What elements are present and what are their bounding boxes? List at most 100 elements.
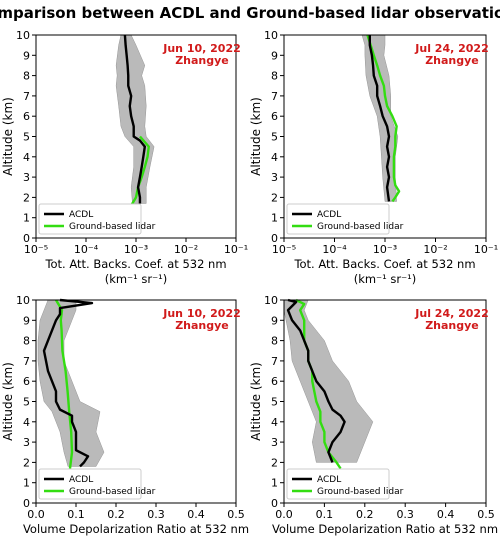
y-tick-label: 3 <box>271 171 278 184</box>
y-tick-label: 3 <box>23 171 30 184</box>
x-tick-label: 10⁻⁴ <box>322 243 347 256</box>
y-tick-label: 8 <box>23 70 30 83</box>
figure-title: Comparison between ACDL and Ground-based… <box>0 4 500 22</box>
x-tick-label: 0.5 <box>477 508 495 521</box>
legend: ACDL Ground-based lidar <box>38 203 156 235</box>
x-axis-label: Volume Depolarization Ratio at 532 nm <box>272 522 498 536</box>
y-tick-label: 0 <box>23 497 30 510</box>
chart-panel-bottom-left: 0 1 2 3 4 5 6 7 8 9 10 0.0 0.1 0.2 0.3 0.4 0.5 Altitude (… <box>1 294 249 536</box>
y-tick-label: 5 <box>23 131 30 144</box>
series-line-acdl <box>368 35 391 202</box>
uncertainty-band <box>283 299 374 463</box>
legend-box <box>38 468 142 500</box>
x-tick-label: 10⁻⁴ <box>74 243 99 256</box>
panel-annotation-site: Zhangye <box>425 319 479 332</box>
legend: ACDL Ground-based lidar <box>38 468 156 500</box>
panel-annotation-site: Zhangye <box>175 54 229 67</box>
y-tick-label: 4 <box>23 416 30 429</box>
legend-label-acdl: ACDL <box>317 210 341 220</box>
y-tick-label: 7 <box>271 355 278 368</box>
x-tick-label: 10⁻¹ <box>224 243 248 256</box>
y-tick-label: 9 <box>271 49 278 62</box>
y-axis-label: Altitude (km) <box>249 362 263 441</box>
x-axis-units: (km⁻¹ sr⁻¹) <box>105 272 168 286</box>
y-tick-label: 7 <box>23 355 30 368</box>
y-axis-label: Altitude (km) <box>249 97 263 176</box>
y-tick-label: 2 <box>271 191 278 204</box>
x-tick-label: 0.4 <box>437 508 455 521</box>
chart-panel-top-left: 0 1 2 3 4 5 6 7 8 9 10 10⁻⁵ 10⁻⁴ 10⁻³ 10⁻² 10⁻¹ Altitude… <box>1 29 248 286</box>
y-tick-label: 6 <box>23 110 30 123</box>
y-tick-label: 9 <box>23 314 30 327</box>
panel-annotation-date: Jun 10, 2022 <box>162 42 241 55</box>
series-line-ground-based-lidar <box>54 299 74 469</box>
y-axis-label: Altitude (km) <box>1 362 15 441</box>
series-line-ground-based-lidar <box>295 298 342 470</box>
x-tick-label: 0.0 <box>27 508 45 521</box>
panel-annotation-site: Zhangye <box>425 54 479 67</box>
y-tick-label: 6 <box>23 375 30 388</box>
y-tick-label: 2 <box>23 456 30 469</box>
series-line-ground-based-lidar <box>130 135 150 207</box>
panel-annotation-date: Jul 24, 2022 <box>414 42 488 55</box>
x-tick-label: 0.3 <box>396 508 414 521</box>
y-tick-label: 1 <box>23 477 30 490</box>
y-tick-label: 4 <box>271 416 278 429</box>
y-tick-label: 0 <box>271 232 278 245</box>
y-tick-label: 2 <box>271 456 278 469</box>
x-tick-label: 0.0 <box>275 508 293 521</box>
y-tick-label: 8 <box>271 70 278 83</box>
x-tick-label: 0.5 <box>227 508 245 521</box>
y-tick-label: 3 <box>23 436 30 449</box>
legend: ACDL Ground-based lidar <box>286 203 404 235</box>
series-line-acdl <box>123 34 147 204</box>
x-tick-label: 0.1 <box>67 508 85 521</box>
x-tick-label: 0.2 <box>107 508 125 521</box>
y-tick-label: 5 <box>23 396 30 409</box>
y-tick-label: 0 <box>271 497 278 510</box>
chart-panel-bottom-right: 0 1 2 3 4 5 6 7 8 9 10 0.0 0.1 0.2 0.3 0.4 0.5 Altitude (… <box>249 294 498 536</box>
y-tick-label: 10 <box>264 29 278 42</box>
y-tick-label: 4 <box>23 151 30 164</box>
y-tick-label: 6 <box>271 110 278 123</box>
y-tick-label: 1 <box>23 212 30 225</box>
x-axis-label: Tot. Att. Backs. Coef. at 532 nm <box>44 257 226 271</box>
y-tick-label: 8 <box>271 335 278 348</box>
y-tick-label: 10 <box>16 294 30 307</box>
y-tick-label: 3 <box>271 436 278 449</box>
legend-label-acdl: ACDL <box>69 210 93 220</box>
chart-panel-top-right: 0 1 2 3 4 5 6 7 8 9 10 10⁻⁵ 10⁻⁴ 10⁻³ 10⁻² 10⁻¹ Altitude… <box>249 29 498 286</box>
legend-box <box>38 203 142 235</box>
x-tick-label: 10⁻² <box>174 243 198 256</box>
x-tick-label: 0.1 <box>316 508 334 521</box>
y-tick-label: 4 <box>271 151 278 164</box>
legend-label-ground-based-lidar: Ground-based lidar <box>69 487 156 497</box>
panel-annotation-date: Jun 10, 2022 <box>162 307 241 320</box>
uncertainty-band <box>115 34 155 204</box>
y-tick-label: 10 <box>264 294 278 307</box>
y-tick-label: 9 <box>23 49 30 62</box>
series-line-acdl <box>286 298 346 463</box>
x-tick-label: 10⁻⁵ <box>272 243 296 256</box>
x-axis-label: Tot. Att. Backs. Coef. at 532 nm <box>293 257 475 271</box>
y-tick-label: 8 <box>23 335 30 348</box>
y-tick-label: 6 <box>271 375 278 388</box>
x-tick-label: 10⁻⁵ <box>24 243 48 256</box>
y-axis-label: Altitude (km) <box>1 97 15 176</box>
y-tick-label: 1 <box>271 212 278 225</box>
x-tick-label: 10⁻² <box>423 243 447 256</box>
y-tick-label: 5 <box>271 396 278 409</box>
legend-box <box>286 203 390 235</box>
panel-annotation-site: Zhangye <box>175 319 229 332</box>
y-tick-label: 7 <box>271 90 278 103</box>
y-tick-label: 1 <box>271 477 278 490</box>
x-tick-label: 10⁻¹ <box>474 243 498 256</box>
x-tick-label: 10⁻³ <box>124 243 148 256</box>
legend-label-ground-based-lidar: Ground-based lidar <box>317 487 404 497</box>
y-tick-label: 9 <box>271 314 278 327</box>
legend-label-ground-based-lidar: Ground-based lidar <box>317 222 404 232</box>
x-axis-units: (km⁻¹ sr⁻¹) <box>354 272 417 286</box>
legend-box <box>286 468 390 500</box>
legend-label-ground-based-lidar: Ground-based lidar <box>69 222 156 232</box>
